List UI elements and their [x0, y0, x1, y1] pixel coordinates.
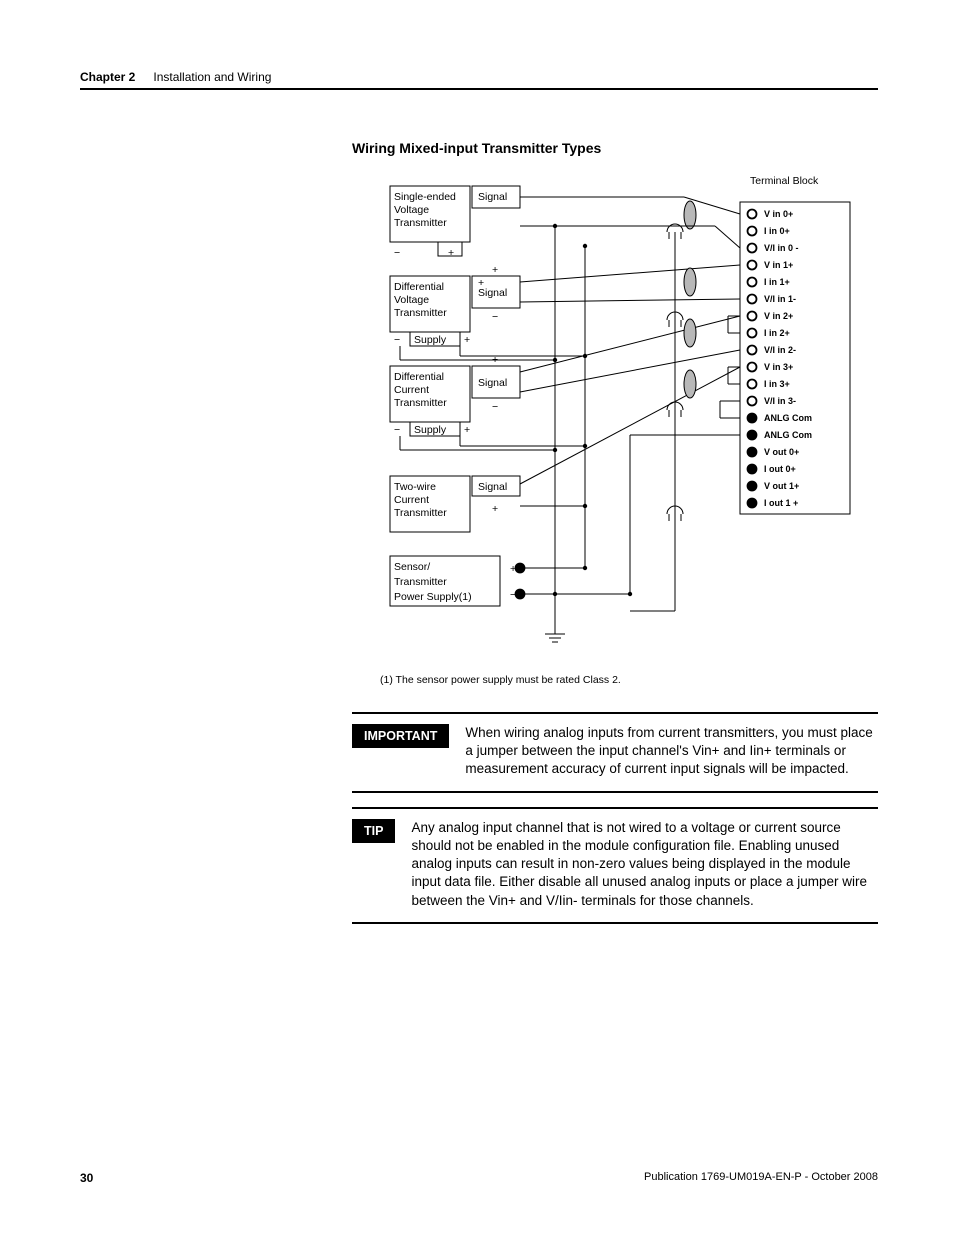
callout: TIP Any analog input channel that is not … [352, 807, 878, 924]
svg-text:I out 1 +: I out 1 + [764, 498, 798, 508]
svg-text:V in 3+: V in 3+ [764, 362, 793, 372]
chapter-title: Installation and Wiring [153, 70, 271, 84]
callout-rule-bottom [352, 791, 878, 793]
svg-text:+: + [464, 334, 470, 346]
chapter-label: Chapter 2 [80, 70, 135, 84]
svg-text:Signal: Signal [478, 191, 507, 203]
section-title: Wiring Mixed-input Transmitter Types [352, 140, 878, 156]
svg-text:V in 2+: V in 2+ [764, 311, 793, 321]
svg-text:−: − [394, 334, 400, 346]
svg-text:I in 1+: I in 1+ [764, 277, 790, 287]
svg-text:I in 0+: I in 0+ [764, 226, 790, 236]
svg-text:Terminal Block: Terminal Block [750, 175, 819, 187]
page-number: 30 [80, 1171, 93, 1185]
svg-text:Single-ended: Single-ended [394, 191, 456, 203]
svg-text:Supply: Supply [414, 334, 447, 346]
svg-text:Transmitter: Transmitter [394, 507, 447, 519]
svg-text:I in 2+: I in 2+ [764, 328, 790, 338]
callout-text: When wiring analog inputs from current t… [465, 724, 878, 779]
svg-text:Power Supply(1): Power Supply(1) [394, 591, 472, 603]
svg-text:Differential: Differential [394, 371, 444, 383]
svg-text:+: + [448, 247, 454, 259]
svg-text:+: + [478, 277, 484, 289]
page-header: Chapter 2 Installation and Wiring [80, 70, 878, 84]
callouts: IMPORTANT When wiring analog inputs from … [80, 712, 878, 924]
svg-text:Transmitter: Transmitter [394, 397, 447, 409]
svg-text:Supply: Supply [414, 424, 447, 436]
callout: IMPORTANT When wiring analog inputs from … [352, 712, 878, 793]
callout-badge: IMPORTANT [352, 724, 449, 748]
svg-text:Transmitter: Transmitter [394, 217, 447, 229]
callout-text: Any analog input channel that is not wir… [411, 819, 878, 910]
svg-text:Sensor/: Sensor/ [394, 561, 430, 573]
publication-id: Publication 1769-UM019A-EN-P - October 2… [644, 1171, 878, 1185]
svg-text:Transmitter: Transmitter [394, 576, 447, 588]
callout-rule-bottom [352, 922, 878, 924]
svg-text:−: − [492, 311, 498, 323]
svg-text:Signal: Signal [478, 377, 507, 389]
svg-text:+: + [492, 354, 498, 366]
svg-text:Current: Current [394, 384, 429, 396]
svg-text:−: − [394, 247, 400, 259]
svg-text:Voltage: Voltage [394, 204, 429, 216]
svg-text:V out 0+: V out 0+ [764, 447, 799, 457]
header-rule [80, 88, 878, 90]
svg-text:V/I in 1-: V/I in 1- [764, 294, 796, 304]
svg-text:−: − [394, 424, 400, 436]
svg-text:+: + [464, 424, 470, 436]
svg-text:V/I in 3-: V/I in 3- [764, 396, 796, 406]
page-footer: 30 Publication 1769-UM019A-EN-P - Octobe… [80, 1171, 878, 1185]
svg-text:Two-wire: Two-wire [394, 481, 436, 493]
svg-text:I out 0+: I out 0+ [764, 464, 796, 474]
svg-text:−: − [492, 401, 498, 413]
wiring-diagram: Terminal Block V in 0+ I in 0+ V/I in 0 - V … [380, 166, 870, 666]
svg-text:Signal: Signal [478, 481, 507, 493]
page: Chapter 2 Installation and Wiring Wiring… [0, 0, 954, 1235]
callout-badge: TIP [352, 819, 395, 843]
svg-text:I in 3+: I in 3+ [764, 379, 790, 389]
svg-text:Current: Current [394, 494, 429, 506]
svg-text:V in 0+: V in 0+ [764, 209, 793, 219]
svg-text:V in 1+: V in 1+ [764, 260, 793, 270]
svg-text:V/I in 0 -: V/I in 0 - [764, 243, 799, 253]
svg-text:Voltage: Voltage [394, 294, 429, 306]
svg-text:ANLG Com: ANLG Com [764, 430, 812, 440]
svg-text:V out 1+: V out 1+ [764, 481, 799, 491]
svg-text:ANLG Com: ANLG Com [764, 413, 812, 423]
svg-text:+: + [492, 503, 498, 515]
footnote: (1) The sensor power supply must be rate… [380, 674, 878, 686]
svg-text:Transmitter: Transmitter [394, 307, 447, 319]
svg-text:+: + [492, 264, 498, 276]
svg-text:V/I in 2-: V/I in 2- [764, 345, 796, 355]
svg-text:Differential: Differential [394, 281, 444, 293]
